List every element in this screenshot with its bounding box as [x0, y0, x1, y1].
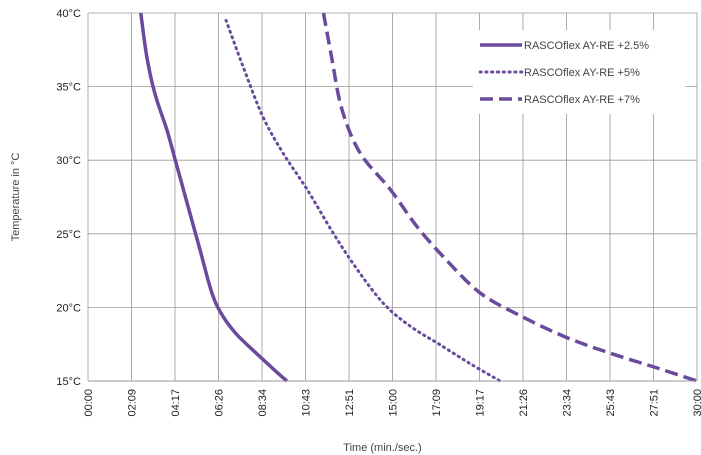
y-axis-label: Temperature in °C — [10, 153, 22, 242]
x-axis-label: Time (min./sec.) — [343, 442, 421, 454]
legend-label-3: RASCOflex AY-RE +7% — [524, 94, 640, 106]
y-tick-label: 20°C — [56, 302, 81, 314]
plot-area — [139, 12, 698, 383]
y-tick-label: 25°C — [56, 229, 81, 241]
x-tick-label: 04:17 — [170, 389, 182, 417]
legend-label-1: RASCOflex AY-RE +2.5% — [524, 40, 649, 52]
x-tick-label: 02:09 — [127, 389, 139, 417]
x-tick-label: 27:51 — [649, 389, 661, 417]
x-tick-label: 00:00 — [83, 389, 95, 417]
series-line-1 — [139, 12, 289, 383]
x-tick-label: 06:26 — [214, 389, 226, 417]
series-line-2 — [224, 18, 502, 383]
series-line-3 — [321, 12, 698, 383]
y-tick-label: 30°C — [56, 155, 81, 167]
x-tick-label: 21:26 — [518, 389, 530, 417]
x-tick-label: 23:34 — [562, 389, 574, 417]
x-tick-label: 25:43 — [605, 389, 617, 417]
y-tick-label: 35°C — [56, 82, 81, 94]
y-tick-label: 40°C — [56, 8, 81, 20]
x-tick-label: 15:00 — [388, 389, 400, 417]
legend: RASCOflex AY-RE +2.5% RASCOflex AY-RE +5%… — [473, 30, 685, 114]
x-tick-label: 12:51 — [344, 389, 356, 417]
y-tick-labels: 15°C 20°C 25°C 30°C 35°C 40°C — [56, 8, 81, 388]
x-tick-label: 08:34 — [257, 389, 269, 417]
y-tick-label: 15°C — [56, 376, 81, 388]
x-tick-label: 30:00 — [692, 389, 701, 417]
x-tick-label: 17:09 — [431, 389, 443, 417]
legend-label-2: RASCOflex AY-RE +5% — [524, 67, 640, 79]
x-tick-label: 10:43 — [301, 389, 313, 417]
x-tick-labels: 00:00 02:09 04:17 06:26 08:34 10:43 12:51 15:00… — [83, 389, 701, 417]
x-tick-label: 19:17 — [475, 389, 487, 417]
